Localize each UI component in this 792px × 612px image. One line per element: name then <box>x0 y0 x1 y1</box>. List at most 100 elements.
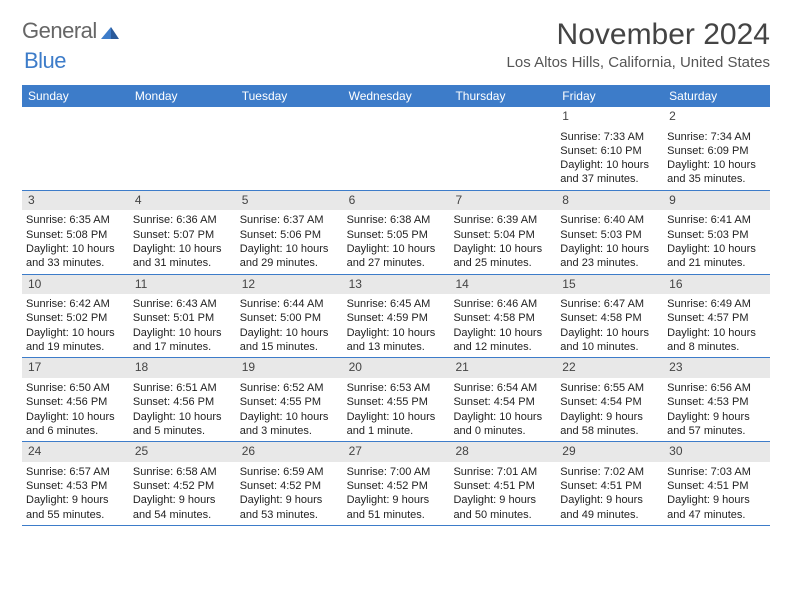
day-content: Sunrise: 6:52 AMSunset: 4:55 PMDaylight:… <box>236 378 343 441</box>
daylight-text: Daylight: 10 hours and 25 minutes. <box>453 242 550 271</box>
daylight-text: Daylight: 10 hours and 19 minutes. <box>26 326 123 355</box>
day-content: Sunrise: 6:35 AMSunset: 5:08 PMDaylight:… <box>22 210 129 273</box>
day-number: 25 <box>129 442 236 462</box>
day-number: 21 <box>449 358 556 378</box>
sunrise-text: Sunrise: 6:59 AM <box>240 465 337 479</box>
day-content: Sunrise: 7:03 AMSunset: 4:51 PMDaylight:… <box>663 462 770 525</box>
day-header-friday: Friday <box>556 85 663 107</box>
sunset-text: Sunset: 4:55 PM <box>240 395 337 409</box>
day-cell: 2Sunrise: 7:34 AMSunset: 6:09 PMDaylight… <box>663 107 770 190</box>
week-row: 10Sunrise: 6:42 AMSunset: 5:02 PMDayligh… <box>22 275 770 359</box>
day-content: Sunrise: 6:36 AMSunset: 5:07 PMDaylight:… <box>129 210 236 273</box>
sunrise-text: Sunrise: 6:42 AM <box>26 297 123 311</box>
daylight-text: Daylight: 9 hours and 54 minutes. <box>133 493 230 522</box>
daylight-text: Daylight: 9 hours and 49 minutes. <box>560 493 657 522</box>
sunrise-text: Sunrise: 7:00 AM <box>347 465 444 479</box>
sunset-text: Sunset: 5:04 PM <box>453 228 550 242</box>
day-number: 19 <box>236 358 343 378</box>
day-content: Sunrise: 7:01 AMSunset: 4:51 PMDaylight:… <box>449 462 556 525</box>
sunrise-text: Sunrise: 6:57 AM <box>26 465 123 479</box>
day-number: 11 <box>129 275 236 295</box>
day-cell: 24Sunrise: 6:57 AMSunset: 4:53 PMDayligh… <box>22 442 129 525</box>
daylight-text: Daylight: 10 hours and 29 minutes. <box>240 242 337 271</box>
day-cell: 11Sunrise: 6:43 AMSunset: 5:01 PMDayligh… <box>129 275 236 358</box>
sunset-text: Sunset: 4:54 PM <box>453 395 550 409</box>
day-content: Sunrise: 6:59 AMSunset: 4:52 PMDaylight:… <box>236 462 343 525</box>
calendar-body: 1Sunrise: 7:33 AMSunset: 6:10 PMDaylight… <box>22 107 770 526</box>
day-number <box>22 107 129 127</box>
day-number: 23 <box>663 358 770 378</box>
day-number <box>129 107 236 127</box>
day-number: 8 <box>556 191 663 211</box>
day-number: 9 <box>663 191 770 211</box>
sunrise-text: Sunrise: 7:33 AM <box>560 130 657 144</box>
sunset-text: Sunset: 5:06 PM <box>240 228 337 242</box>
header: General November 2024 Los Altos Hills, C… <box>0 0 792 79</box>
day-cell: 29Sunrise: 7:02 AMSunset: 4:51 PMDayligh… <box>556 442 663 525</box>
sunrise-text: Sunrise: 7:02 AM <box>560 465 657 479</box>
day-cell: 8Sunrise: 6:40 AMSunset: 5:03 PMDaylight… <box>556 191 663 274</box>
day-number: 24 <box>22 442 129 462</box>
week-row: 1Sunrise: 7:33 AMSunset: 6:10 PMDaylight… <box>22 107 770 191</box>
day-cell: 27Sunrise: 7:00 AMSunset: 4:52 PMDayligh… <box>343 442 450 525</box>
day-cell: 4Sunrise: 6:36 AMSunset: 5:07 PMDaylight… <box>129 191 236 274</box>
day-content: Sunrise: 6:57 AMSunset: 4:53 PMDaylight:… <box>22 462 129 525</box>
day-number <box>236 107 343 127</box>
daylight-text: Daylight: 10 hours and 13 minutes. <box>347 326 444 355</box>
day-cell: 17Sunrise: 6:50 AMSunset: 4:56 PMDayligh… <box>22 358 129 441</box>
logo-blue-wrap: Blue <box>22 48 66 74</box>
sunset-text: Sunset: 4:56 PM <box>133 395 230 409</box>
day-content: Sunrise: 7:34 AMSunset: 6:09 PMDaylight:… <box>663 127 770 190</box>
day-cell <box>236 107 343 190</box>
day-number: 6 <box>343 191 450 211</box>
sunset-text: Sunset: 4:58 PM <box>453 311 550 325</box>
day-number: 17 <box>22 358 129 378</box>
daylight-text: Daylight: 10 hours and 21 minutes. <box>667 242 764 271</box>
logo-blue-text: Blue <box>24 48 66 73</box>
sunset-text: Sunset: 5:03 PM <box>667 228 764 242</box>
sunrise-text: Sunrise: 7:34 AM <box>667 130 764 144</box>
day-cell: 21Sunrise: 6:54 AMSunset: 4:54 PMDayligh… <box>449 358 556 441</box>
daylight-text: Daylight: 10 hours and 6 minutes. <box>26 410 123 439</box>
day-number: 10 <box>22 275 129 295</box>
sunrise-text: Sunrise: 7:01 AM <box>453 465 550 479</box>
day-number: 27 <box>343 442 450 462</box>
day-content: Sunrise: 7:33 AMSunset: 6:10 PMDaylight:… <box>556 127 663 190</box>
daylight-text: Daylight: 9 hours and 51 minutes. <box>347 493 444 522</box>
sunrise-text: Sunrise: 6:40 AM <box>560 213 657 227</box>
sunset-text: Sunset: 4:51 PM <box>453 479 550 493</box>
day-content: Sunrise: 6:53 AMSunset: 4:55 PMDaylight:… <box>343 378 450 441</box>
day-cell: 13Sunrise: 6:45 AMSunset: 4:59 PMDayligh… <box>343 275 450 358</box>
day-number: 5 <box>236 191 343 211</box>
month-title: November 2024 <box>507 18 770 52</box>
day-content: Sunrise: 6:40 AMSunset: 5:03 PMDaylight:… <box>556 210 663 273</box>
sunset-text: Sunset: 4:51 PM <box>667 479 764 493</box>
day-content: Sunrise: 6:51 AMSunset: 4:56 PMDaylight:… <box>129 378 236 441</box>
day-header-sunday: Sunday <box>22 85 129 107</box>
day-content: Sunrise: 6:55 AMSunset: 4:54 PMDaylight:… <box>556 378 663 441</box>
day-header-tuesday: Tuesday <box>236 85 343 107</box>
sunrise-text: Sunrise: 6:56 AM <box>667 381 764 395</box>
day-cell: 7Sunrise: 6:39 AMSunset: 5:04 PMDaylight… <box>449 191 556 274</box>
daylight-text: Daylight: 10 hours and 0 minutes. <box>453 410 550 439</box>
sunset-text: Sunset: 5:05 PM <box>347 228 444 242</box>
logo-triangle-icon <box>101 25 119 39</box>
day-cell <box>449 107 556 190</box>
day-cell: 5Sunrise: 6:37 AMSunset: 5:06 PMDaylight… <box>236 191 343 274</box>
day-content: Sunrise: 6:58 AMSunset: 4:52 PMDaylight:… <box>129 462 236 525</box>
day-header-row: Sunday Monday Tuesday Wednesday Thursday… <box>22 85 770 107</box>
day-content: Sunrise: 6:41 AMSunset: 5:03 PMDaylight:… <box>663 210 770 273</box>
day-cell: 28Sunrise: 7:01 AMSunset: 4:51 PMDayligh… <box>449 442 556 525</box>
sunset-text: Sunset: 4:52 PM <box>240 479 337 493</box>
day-number: 7 <box>449 191 556 211</box>
day-cell: 10Sunrise: 6:42 AMSunset: 5:02 PMDayligh… <box>22 275 129 358</box>
sunrise-text: Sunrise: 6:52 AM <box>240 381 337 395</box>
day-cell: 6Sunrise: 6:38 AMSunset: 5:05 PMDaylight… <box>343 191 450 274</box>
week-row: 24Sunrise: 6:57 AMSunset: 4:53 PMDayligh… <box>22 442 770 526</box>
logo: General <box>22 18 121 44</box>
daylight-text: Daylight: 10 hours and 15 minutes. <box>240 326 337 355</box>
daylight-text: Daylight: 10 hours and 23 minutes. <box>560 242 657 271</box>
sunrise-text: Sunrise: 6:44 AM <box>240 297 337 311</box>
sunset-text: Sunset: 5:00 PM <box>240 311 337 325</box>
daylight-text: Daylight: 10 hours and 35 minutes. <box>667 158 764 187</box>
